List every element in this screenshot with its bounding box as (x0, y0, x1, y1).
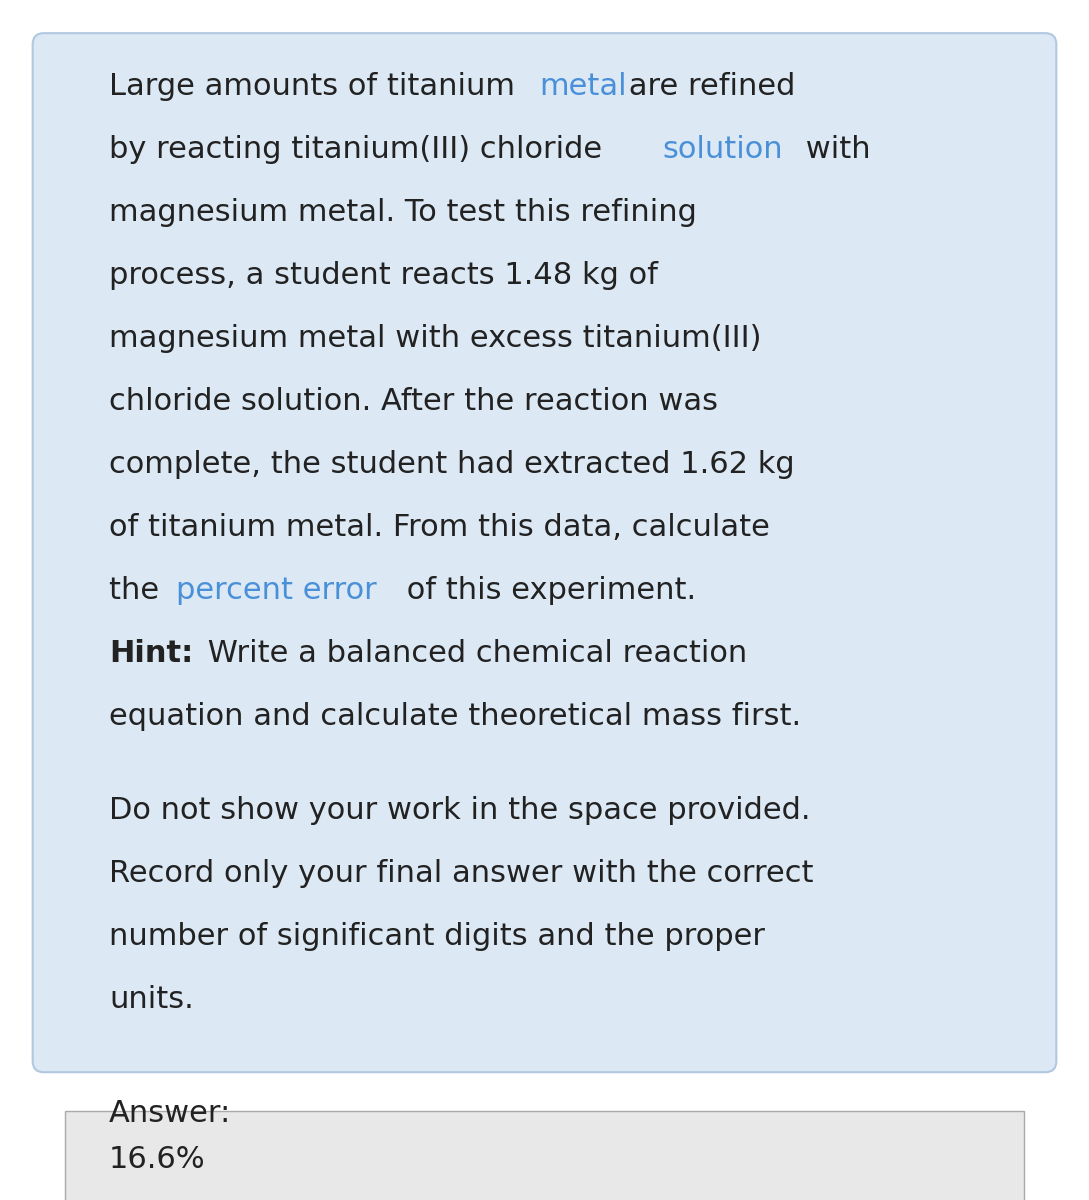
Text: magnesium metal with excess titanium(III): magnesium metal with excess titanium(III… (109, 324, 761, 353)
Text: the: the (109, 576, 169, 605)
FancyBboxPatch shape (33, 34, 1056, 1073)
Text: metal: metal (539, 72, 626, 101)
Text: Do not show your work in the space provided.: Do not show your work in the space provi… (109, 797, 810, 826)
Text: Answer:: Answer: (109, 1099, 231, 1128)
Text: 16.6%: 16.6% (109, 1145, 206, 1174)
Text: Hint:: Hint: (109, 638, 193, 668)
Text: chloride solution. After the reaction was: chloride solution. After the reaction wa… (109, 386, 718, 416)
Text: units.: units. (109, 985, 194, 1014)
Text: magnesium metal. To test this refining: magnesium metal. To test this refining (109, 198, 697, 227)
Text: number of significant digits and the proper: number of significant digits and the pro… (109, 923, 764, 952)
Text: Write a balanced chemical reaction: Write a balanced chemical reaction (198, 638, 747, 668)
Text: are refined: are refined (619, 72, 795, 101)
FancyBboxPatch shape (65, 1111, 1024, 1200)
Text: with: with (796, 134, 871, 164)
Text: solution: solution (662, 134, 783, 164)
Text: complete, the student had extracted 1.62 kg: complete, the student had extracted 1.62… (109, 450, 795, 479)
Text: equation and calculate theoretical mass first.: equation and calculate theoretical mass … (109, 702, 802, 731)
Text: Large amounts of titanium: Large amounts of titanium (109, 72, 525, 101)
Text: percent error: percent error (176, 576, 377, 605)
Text: by reacting titanium(III) chloride: by reacting titanium(III) chloride (109, 134, 612, 164)
Text: process, a student reacts 1.48 kg of: process, a student reacts 1.48 kg of (109, 260, 658, 290)
Text: of this experiment.: of this experiment. (397, 576, 697, 605)
Text: Record only your final answer with the correct: Record only your final answer with the c… (109, 859, 813, 888)
Text: of titanium metal. From this data, calculate: of titanium metal. From this data, calcu… (109, 512, 770, 542)
